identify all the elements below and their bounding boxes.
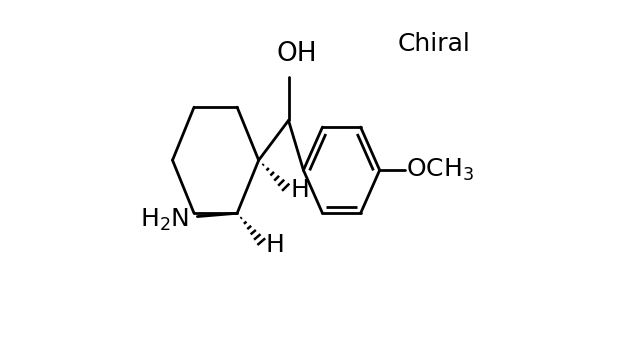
Text: OCH$_3$: OCH$_3$ — [406, 157, 474, 183]
Text: H$_2$N: H$_2$N — [140, 207, 189, 233]
Text: H: H — [290, 178, 309, 202]
Text: Chiral: Chiral — [398, 32, 471, 56]
Text: H: H — [265, 233, 284, 257]
Text: OH: OH — [276, 41, 317, 67]
